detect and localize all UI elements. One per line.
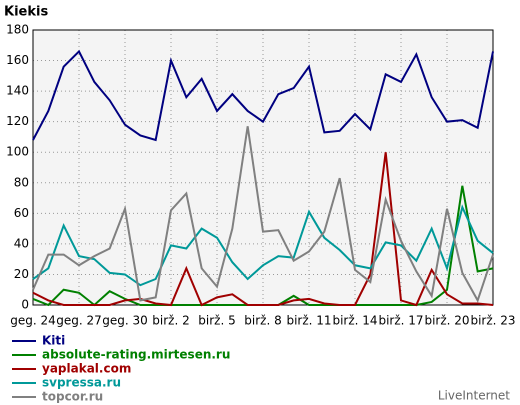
x-tick-label: birž. 2 <box>152 314 189 328</box>
legend-label: topcor.ru <box>42 390 103 404</box>
y-tick-label: 40 <box>14 236 29 250</box>
x-tick-label: birž. 5 <box>198 314 235 328</box>
y-tick-label: 140 <box>6 84 29 98</box>
y-tick-label: 100 <box>6 145 29 159</box>
x-tick-label: birž. 17 <box>378 314 423 328</box>
x-tick-label: birž. 23 <box>470 314 515 328</box>
chart-title: Kiekis <box>4 5 48 20</box>
x-tick-label: birž. 20 <box>424 314 469 328</box>
x-tick-label: birž. 14 <box>332 314 377 328</box>
series-line <box>32 126 494 303</box>
x-tick-label: birž. 11 <box>286 314 331 328</box>
x-tick-label: geg. 27 <box>56 314 102 328</box>
series-line <box>32 49 494 142</box>
footer: LiveInternet <box>438 389 510 403</box>
x-tick-label: geg. 24 <box>10 314 56 328</box>
legend-label: absolute-rating.mirtesen.ru <box>42 348 230 362</box>
y-tick-label: 80 <box>14 175 29 189</box>
y-tick-label: 20 <box>14 267 29 281</box>
y-tick-label: 160 <box>6 53 29 67</box>
legend-label: yaplakal.com <box>42 362 131 376</box>
y-tick-label: 60 <box>14 206 29 220</box>
x-tick-label: birž. 8 <box>244 314 281 328</box>
y-tick-label: 120 <box>6 114 29 128</box>
y-tick-label: 0 <box>21 298 29 312</box>
plot-area <box>33 30 493 305</box>
legend-label: svpressa.ru <box>42 376 121 390</box>
series-line <box>32 152 494 307</box>
legend-label: Kiti <box>42 334 65 348</box>
series-line <box>32 204 494 287</box>
x-tick-label: geg. 30 <box>102 314 148 328</box>
y-tick-label: 180 <box>6 23 29 37</box>
